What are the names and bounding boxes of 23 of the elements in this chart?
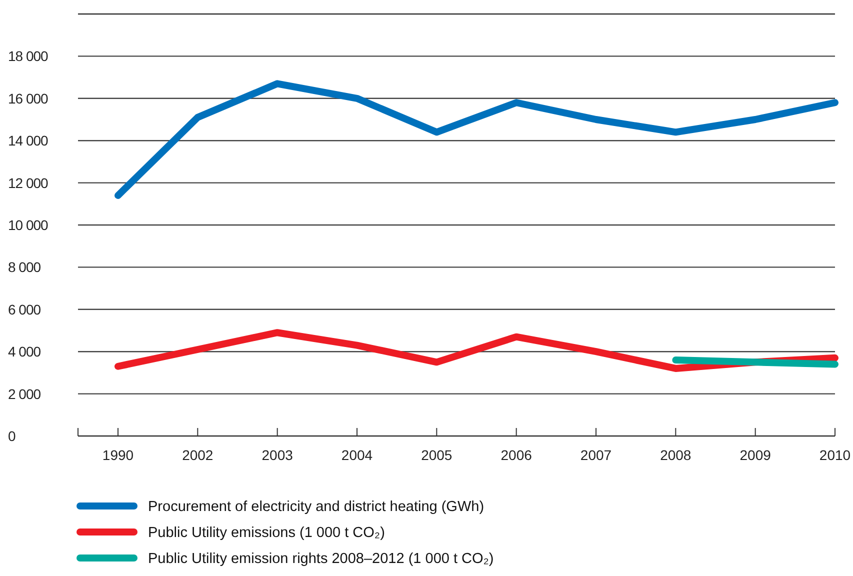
y-tick-label: 16 000 (8, 90, 49, 106)
y-tick-label: 2 000 (8, 386, 42, 402)
y-tick-label: 4 000 (8, 344, 42, 360)
x-tick-label: 2007 (580, 447, 612, 463)
legend-label: Procurement of electricity and district heating (GWh) (148, 499, 484, 515)
legend-label: Public Utility emissions (1 000 t CO₂) (148, 525, 385, 541)
legend-label: Public Utility emission rights 2008–2012 (1 000 t CO₂) (148, 551, 494, 567)
x-tick-label: 2004 (341, 447, 373, 463)
y-tick-label: 12 000 (8, 174, 49, 191)
x-tick-label: 2009 (740, 447, 772, 463)
x-tick-label: 2008 (660, 447, 692, 463)
y-tick-label: 0 (8, 428, 16, 444)
y-tick-label: 10 000 (8, 217, 49, 233)
x-tick-label: 2006 (500, 447, 532, 463)
x-tick-label: 2005 (421, 447, 452, 463)
x-tick-label: 2002 (182, 447, 214, 463)
x-tick-label: 1990 (102, 447, 134, 463)
x-tick-label: 2003 (262, 447, 294, 463)
y-tick-label: 18 000 (8, 48, 49, 64)
y-tick-label: 14 000 (8, 132, 49, 149)
y-tick-label: 8 000 (8, 259, 42, 276)
y-tick-label: 6 000 (8, 301, 42, 318)
x-tick-label: 2010 (819, 447, 851, 463)
